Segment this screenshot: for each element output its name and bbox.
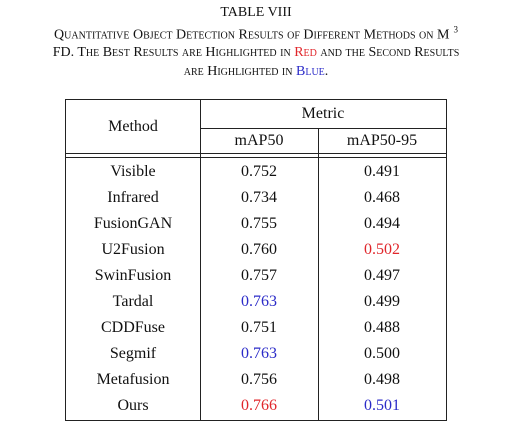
table-cell: 0.756 (241, 371, 277, 388)
caption-text: are Highlighted in (183, 64, 296, 79)
table-cell: 0.500 (364, 345, 400, 362)
caption-text: 3 (453, 24, 458, 35)
table-cell: 0.498 (364, 371, 400, 388)
header-cell: Method (108, 118, 158, 135)
caption-text: Red (294, 45, 317, 60)
caption-text: Blue (295, 64, 325, 79)
table-cell: 0.752 (241, 163, 277, 180)
caption-text: . (324, 64, 329, 79)
table-cell: Visible (110, 163, 156, 180)
caption-text: and the Second Results (316, 45, 460, 60)
table-cell: 0.763 (241, 293, 277, 310)
table-cell: 0.751 (241, 319, 277, 336)
table-cell: Tardal (112, 293, 154, 310)
table-cell: 0.766 (241, 397, 277, 414)
table-cell: 0.502 (364, 241, 400, 258)
table-cell: Metafusion (96, 371, 170, 388)
table-cell: 0.491 (364, 163, 400, 180)
caption-line: FD. The Best Results are Highlighted in … (53, 45, 460, 61)
table-cell: 0.734 (241, 189, 277, 206)
table-cell: 0.501 (364, 397, 400, 414)
table-cell: Ours (117, 397, 149, 414)
table-cell: 0.757 (241, 267, 277, 284)
table-cell: CDDFuse (100, 319, 166, 336)
caption-text: FD. The Best Results are Highlighted in (52, 45, 295, 60)
table-cell: 0.760 (241, 241, 277, 258)
table-cell: 0.494 (364, 215, 400, 232)
caption-line: Quantitative Object Detection Results of… (54, 25, 458, 44)
caption-line: are Highlighted in Blue. (184, 64, 329, 80)
table-cell: 0.499 (364, 293, 400, 310)
header-cell: Metric (301, 105, 345, 122)
table-cell: Infrared (107, 189, 159, 206)
table-cell: Segmif (109, 345, 157, 362)
table-cell: FusionGAN (93, 215, 173, 232)
table-cell: SwinFusion (94, 267, 172, 284)
table-cell: 0.755 (241, 215, 277, 232)
header-cell: mAP50-95 (346, 132, 418, 149)
caption-text: Quantitative Object Detection Results of… (54, 27, 450, 43)
table-cell: 0.488 (364, 319, 400, 336)
table-label: TABLE VIII (220, 5, 292, 20)
table-cell: 0.497 (364, 267, 400, 284)
table-cell: 0.468 (364, 189, 400, 206)
header-cell: mAP50 (234, 132, 284, 149)
table-cell: 0.763 (241, 345, 277, 362)
table-cell: U2Fusion (101, 241, 165, 258)
